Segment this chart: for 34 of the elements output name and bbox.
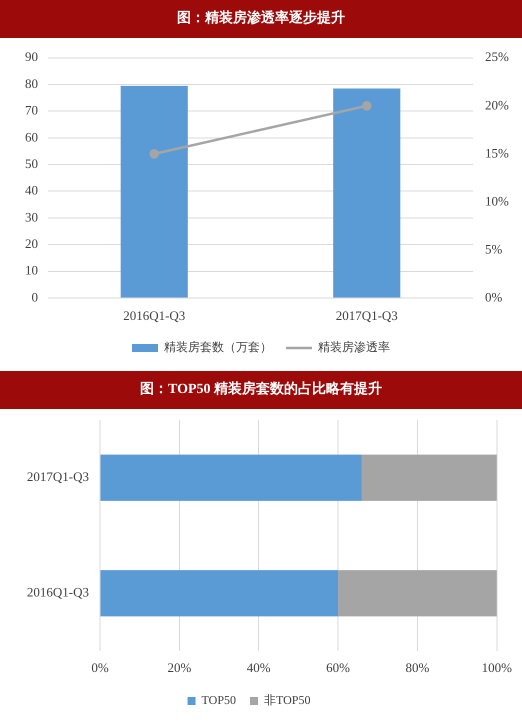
- y-tick-label: 70: [25, 102, 38, 118]
- y-tick-label: 90: [25, 49, 38, 64]
- y2-tick-label: 5%: [485, 241, 502, 256]
- x-tick-label: 20%: [167, 660, 192, 676]
- chart-title: 图：TOP50 精装房套数的占比略有提升: [0, 371, 522, 409]
- y-tick-label: 50: [25, 156, 38, 171]
- y-tick-label: 40: [25, 182, 38, 198]
- y-tick-label: 20: [25, 236, 38, 252]
- y2-tick-label: 0%: [485, 289, 502, 304]
- bar: [100, 454, 362, 501]
- legend-label: 精装房套数（万套）: [164, 340, 272, 354]
- x-tick-label: 80%: [406, 660, 430, 676]
- bar: [362, 454, 497, 501]
- x-tick-label: 60%: [326, 660, 350, 676]
- y2-tick-label: 25%: [485, 49, 509, 64]
- y-tick-label: 2016Q1-Q3: [26, 584, 89, 600]
- y2-tick-label: 20%: [485, 97, 509, 112]
- x-tick-label: 100%: [482, 660, 512, 676]
- chart-title: 图：精装房渗透率逐步提升: [0, 0, 522, 38]
- y-tick-label: 60: [25, 129, 38, 144]
- y-tick-label: 2017Q1-Q3: [26, 469, 89, 484]
- y-tick-label: 80: [25, 76, 38, 91]
- bar: [338, 570, 497, 616]
- y2-tick-label: 10%: [485, 193, 509, 208]
- legend-label: 精装房渗透率: [318, 340, 390, 354]
- y-tick-label: 0: [32, 289, 38, 304]
- bar: [100, 570, 338, 616]
- legend-label: TOP50: [202, 693, 236, 708]
- y-tick-label: 30: [25, 209, 38, 224]
- y2-tick-label: 15%: [485, 145, 509, 160]
- y-tick-label: 10: [25, 262, 38, 278]
- x-tick-label: 0%: [91, 660, 109, 676]
- legend-label: 非TOP50: [264, 693, 310, 708]
- x-tick-label: 40%: [246, 660, 271, 676]
